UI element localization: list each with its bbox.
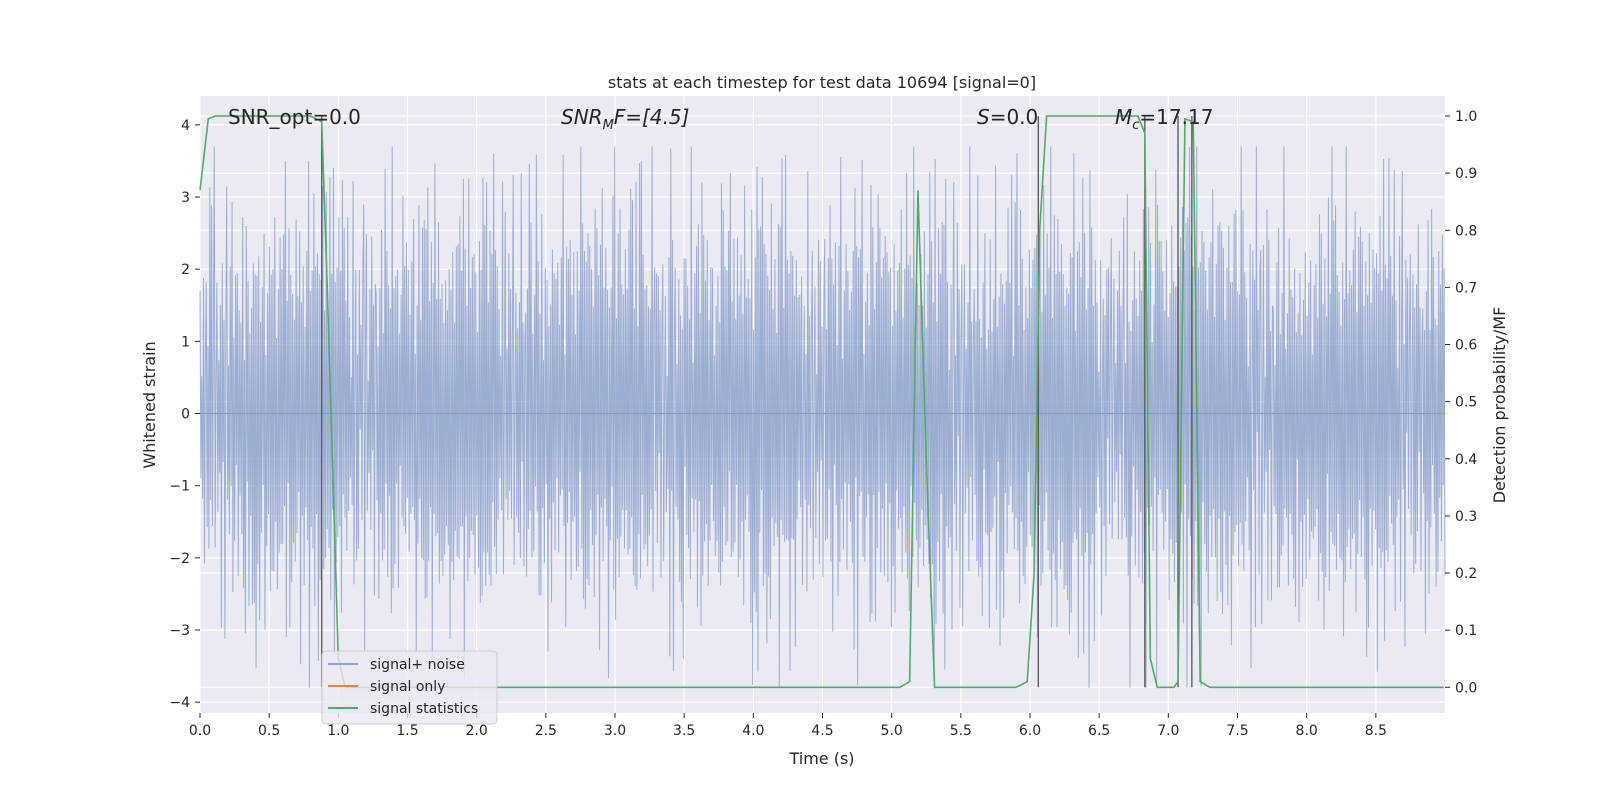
x-tick-layer: 0.0 0.5 1.0 1.5 2.0 2.5 3.0 3.5 4.0 4.5 5.0 5.5 6.0 6…: [189, 713, 1387, 739]
y-right-tick-label-7: 0.3: [1455, 509, 1477, 525]
y-left-tick-label-1: 3: [181, 190, 190, 206]
y-left-tick-label-5: −1: [169, 479, 190, 495]
x-tick-label-1: 0.5: [258, 723, 280, 739]
x-tick-label-14: 7.0: [1157, 723, 1179, 739]
x-tick-label-9: 4.5: [811, 723, 833, 739]
chart-title: stats at each timestep for test data 106…: [608, 73, 1036, 92]
y-left-tick-label-4: 0: [181, 407, 190, 423]
x-tick-label-8: 4.0: [742, 723, 764, 739]
y-right-tick-label-2: 0.8: [1455, 223, 1477, 239]
series-signal-statistics-line: [199, 115, 1444, 689]
y-left-tick-label-0: 4: [181, 118, 190, 134]
x-tick-label-7: 3.5: [673, 723, 695, 739]
s-rest: =0.0: [990, 105, 1039, 129]
series-signal-noise-line: [199, 146, 1446, 688]
mc-main: M: [1115, 105, 1132, 129]
s-annotation: S=0.0: [977, 105, 1038, 129]
legend-label-signal-statistics: signal statistics: [370, 701, 478, 717]
legend-label-signal-only: signal only: [370, 679, 445, 695]
y-left-tick-label-6: −2: [169, 551, 190, 567]
y-right-tick-label-10: 0.0: [1455, 680, 1477, 696]
x-tick-label-10: 5.0: [881, 723, 903, 739]
x-tick-label-11: 5.5: [950, 723, 972, 739]
y-left-tick-label-7: −3: [169, 623, 190, 639]
x-tick-label-17: 8.5: [1365, 723, 1387, 739]
y-right-tick-label-8: 0.2: [1455, 566, 1477, 582]
y-left-axis-label: Whitened strain: [140, 341, 159, 468]
y-right-tick-label-3: 0.7: [1455, 280, 1477, 296]
x-tick-label-6: 3.0: [604, 723, 626, 739]
y-right-tick-label-1: 0.9: [1455, 166, 1477, 182]
x-tick-label-13: 6.5: [1088, 723, 1110, 739]
strain-series-layer: [199, 146, 1446, 688]
snr-opt-annotation: SNR_opt=0.0: [228, 105, 361, 129]
x-tick-label-16: 8.0: [1296, 723, 1318, 739]
x-axis-label: Time (s): [788, 749, 854, 768]
y-right-tick-label-9: 0.1: [1455, 623, 1477, 639]
y-left-tick-label-8: −4: [169, 695, 190, 711]
x-tick-label-3: 1.5: [396, 723, 418, 739]
y-right-tick-layer: 1.0 0.9 0.8 0.7 0.6 0.5 0.4 0.3 0.2 0.1 0.0: [1445, 109, 1477, 696]
vertical-marker-layer: [321, 115, 1193, 688]
snr-mf-annotation: SNRMF=[4.5]: [561, 105, 689, 133]
snr-mf-subscript: M: [603, 118, 614, 133]
snr-mf-rest: F=[4.5]: [614, 105, 690, 129]
x-tick-label-15: 7.5: [1226, 723, 1248, 739]
y-right-axis-label: Detection probability/MF: [1490, 307, 1509, 504]
mc-rest: =17.17: [1139, 105, 1213, 129]
y-left-tick-label-3: 1: [181, 334, 190, 350]
y-right-tick-label-6: 0.4: [1455, 452, 1477, 468]
y-left-tick-label-2: 2: [181, 262, 190, 278]
statistics-series-layer: [199, 115, 1444, 689]
x-tick-label-12: 6.0: [1019, 723, 1041, 739]
snr-mf-main: SNR: [561, 105, 603, 129]
x-tick-label-0: 0.0: [189, 723, 211, 739]
legend-box: [321, 650, 498, 725]
y-right-tick-label-5: 0.5: [1455, 395, 1477, 411]
mc-annotation: Mc=17.17: [1115, 105, 1213, 133]
legend-label-signal-noise: signal+ noise: [370, 657, 465, 673]
s-main: S: [977, 105, 990, 129]
y-right-tick-label-0: 1.0: [1455, 109, 1477, 125]
x-tick-label-4: 2.0: [466, 723, 488, 739]
y-left-tick-layer: 4 3 2 1 0 −1 −2 −3 −4: [169, 118, 200, 711]
mc-subscript: c: [1132, 118, 1139, 133]
x-tick-label-5: 2.5: [535, 723, 557, 739]
legend: signal+ noise signal only signal statist…: [321, 650, 498, 725]
x-tick-label-2: 1.0: [327, 723, 349, 739]
y-right-tick-label-4: 0.6: [1455, 338, 1477, 354]
